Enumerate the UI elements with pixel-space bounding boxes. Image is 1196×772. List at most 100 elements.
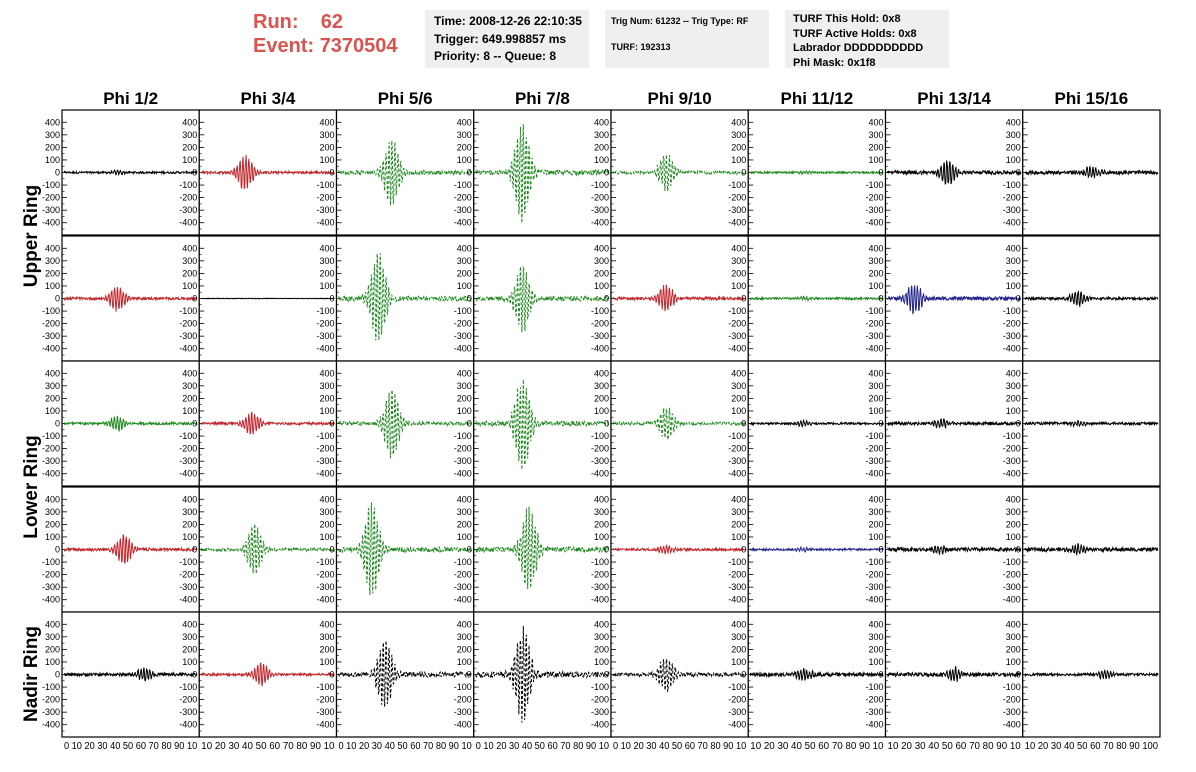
trigger-text: Trigger: 649.998857 ms <box>434 31 567 46</box>
y-tick-label: -100 <box>179 557 197 567</box>
y-tick-label: 400 <box>1006 494 1021 504</box>
y-tick-label: 300 <box>182 381 197 391</box>
y-tick-label: 300 <box>594 130 609 140</box>
phi-mask-text: Phi Mask: 0x1f8 <box>793 56 876 69</box>
y-tick-label: -100 <box>316 682 334 692</box>
column-label: Phi 11/12 <box>780 89 853 108</box>
waveform-panel: 400 300 200 100 0 -100 -200 -300 -400 <box>591 611 749 738</box>
y-tick-label: 300 <box>45 507 60 517</box>
y-tick-label: -100 <box>728 431 746 441</box>
y-tick-label: -400 <box>591 595 609 605</box>
y-tick-label: 0 <box>1016 419 1021 429</box>
y-tick-label: -400 <box>454 344 472 354</box>
waveform-panel: 400 300 200 100 0 -100 -200 -300 -400 <box>316 109 475 236</box>
y-tick-label: -200 <box>865 444 883 454</box>
y-tick-label: 400 <box>182 117 197 127</box>
waveform-panel: 400 300 200 100 0 -100 -200 -300 -400 <box>1003 109 1161 236</box>
y-tick-label: 100 <box>319 281 334 291</box>
y-tick-label: -300 <box>1003 707 1021 717</box>
x-tick-labels: 10 20 30 40 50 60 70 80 90 10 <box>201 741 335 752</box>
y-tick-label: 300 <box>594 381 609 391</box>
y-tick-label: 0 <box>192 670 197 680</box>
y-tick-label: 0 <box>467 545 472 555</box>
y-tick-label: -200 <box>316 193 334 203</box>
y-tick-label: -100 <box>42 682 60 692</box>
y-tick-label: -300 <box>591 707 609 717</box>
y-tick-label: -400 <box>1003 595 1021 605</box>
y-tick-label: 100 <box>319 406 334 416</box>
waveform-panel: 400 300 200 100 0 -100 -200 -300 -400 <box>865 360 1024 487</box>
waveform-trace <box>200 523 335 574</box>
y-tick-label: 400 <box>182 368 197 378</box>
waveform-trace <box>887 417 1022 430</box>
waveform-trace <box>612 284 747 312</box>
y-tick-label: 400 <box>868 494 883 504</box>
y-tick-label: -400 <box>42 344 60 354</box>
y-tick-label: 400 <box>1006 243 1021 253</box>
waveform-panel: 400 300 200 100 0 -100 -200 -300 -400 <box>591 360 749 487</box>
waveform-trace <box>612 543 747 555</box>
x-tick-labels: 10 20 30 40 50 60 70 80 90 100 <box>1025 741 1159 752</box>
y-tick-label: 400 <box>319 619 334 629</box>
y-tick-label: -200 <box>865 695 883 705</box>
y-tick-label: 300 <box>731 130 746 140</box>
y-tick-label: 100 <box>457 406 472 416</box>
y-tick-label: 200 <box>731 519 746 529</box>
y-tick-label: 200 <box>319 142 334 152</box>
y-tick-label: -400 <box>454 595 472 605</box>
event-line: Event: 7370504 <box>253 34 418 58</box>
turf-text: TURF: 192313 <box>611 42 671 52</box>
y-tick-label: 0 <box>878 294 883 304</box>
y-tick-label: 300 <box>182 507 197 517</box>
y-tick-label: 0 <box>55 545 60 555</box>
y-tick-label: 200 <box>457 142 472 152</box>
y-tick-label: 0 <box>467 419 472 429</box>
y-tick-label: 0 <box>1016 670 1021 680</box>
waveform-panel: 400 300 200 100 0 -100 -200 -300 -400 <box>454 611 612 738</box>
y-tick-label: 0 <box>878 419 883 429</box>
y-tick-label: 300 <box>457 632 472 642</box>
y-tick-label: -400 <box>42 595 60 605</box>
y-tick-label: 0 <box>329 419 334 429</box>
y-tick-label: 400 <box>45 117 60 127</box>
waveform-trace <box>612 657 747 692</box>
priority-text: Priority: 8 -- Queue: 8 <box>434 49 557 63</box>
turf-hold-text: TURF This Hold: 0x8 <box>793 13 901 25</box>
y-tick-label: 300 <box>868 381 883 391</box>
waveform-trace <box>200 662 335 687</box>
y-tick-label: -400 <box>179 720 197 730</box>
y-tick-label: 0 <box>55 670 60 680</box>
y-tick-label: -300 <box>591 205 609 215</box>
y-tick-label: 100 <box>319 155 334 165</box>
y-tick-label: -300 <box>591 456 609 466</box>
y-tick-label: 100 <box>731 155 746 165</box>
y-tick-label: -100 <box>865 557 883 567</box>
waveform-trace <box>1024 290 1159 308</box>
y-tick-label: 200 <box>457 519 472 529</box>
y-tick-label: -400 <box>728 469 746 479</box>
y-tick-label: 100 <box>182 155 197 165</box>
y-tick-label: 300 <box>731 507 746 517</box>
y-tick-label: 100 <box>45 657 60 667</box>
y-tick-label: -200 <box>591 570 609 580</box>
y-tick-label: 400 <box>731 243 746 253</box>
y-tick-label: 200 <box>731 644 746 654</box>
y-tick-label: 400 <box>868 243 883 253</box>
waveform-trace <box>475 124 610 224</box>
y-tick-label: -200 <box>728 193 746 203</box>
y-tick-label: 100 <box>182 532 197 542</box>
y-tick-label: -400 <box>316 595 334 605</box>
waveform-panel: 400 300 200 100 0 -100 -200 -300 -400 <box>454 360 612 487</box>
y-tick-label: 0 <box>878 670 883 680</box>
y-tick-label: 300 <box>1006 130 1021 140</box>
y-tick-label: -100 <box>316 557 334 567</box>
y-tick-label: -300 <box>865 205 883 215</box>
y-tick-label: 200 <box>731 142 746 152</box>
waveform-trace <box>63 415 198 432</box>
y-tick-label: 300 <box>45 632 60 642</box>
y-tick-label: -200 <box>42 570 60 580</box>
y-tick-label: 200 <box>868 519 883 529</box>
y-tick-label: -200 <box>1003 695 1021 705</box>
y-tick-label: -100 <box>179 180 197 190</box>
y-tick-label: 200 <box>182 142 197 152</box>
